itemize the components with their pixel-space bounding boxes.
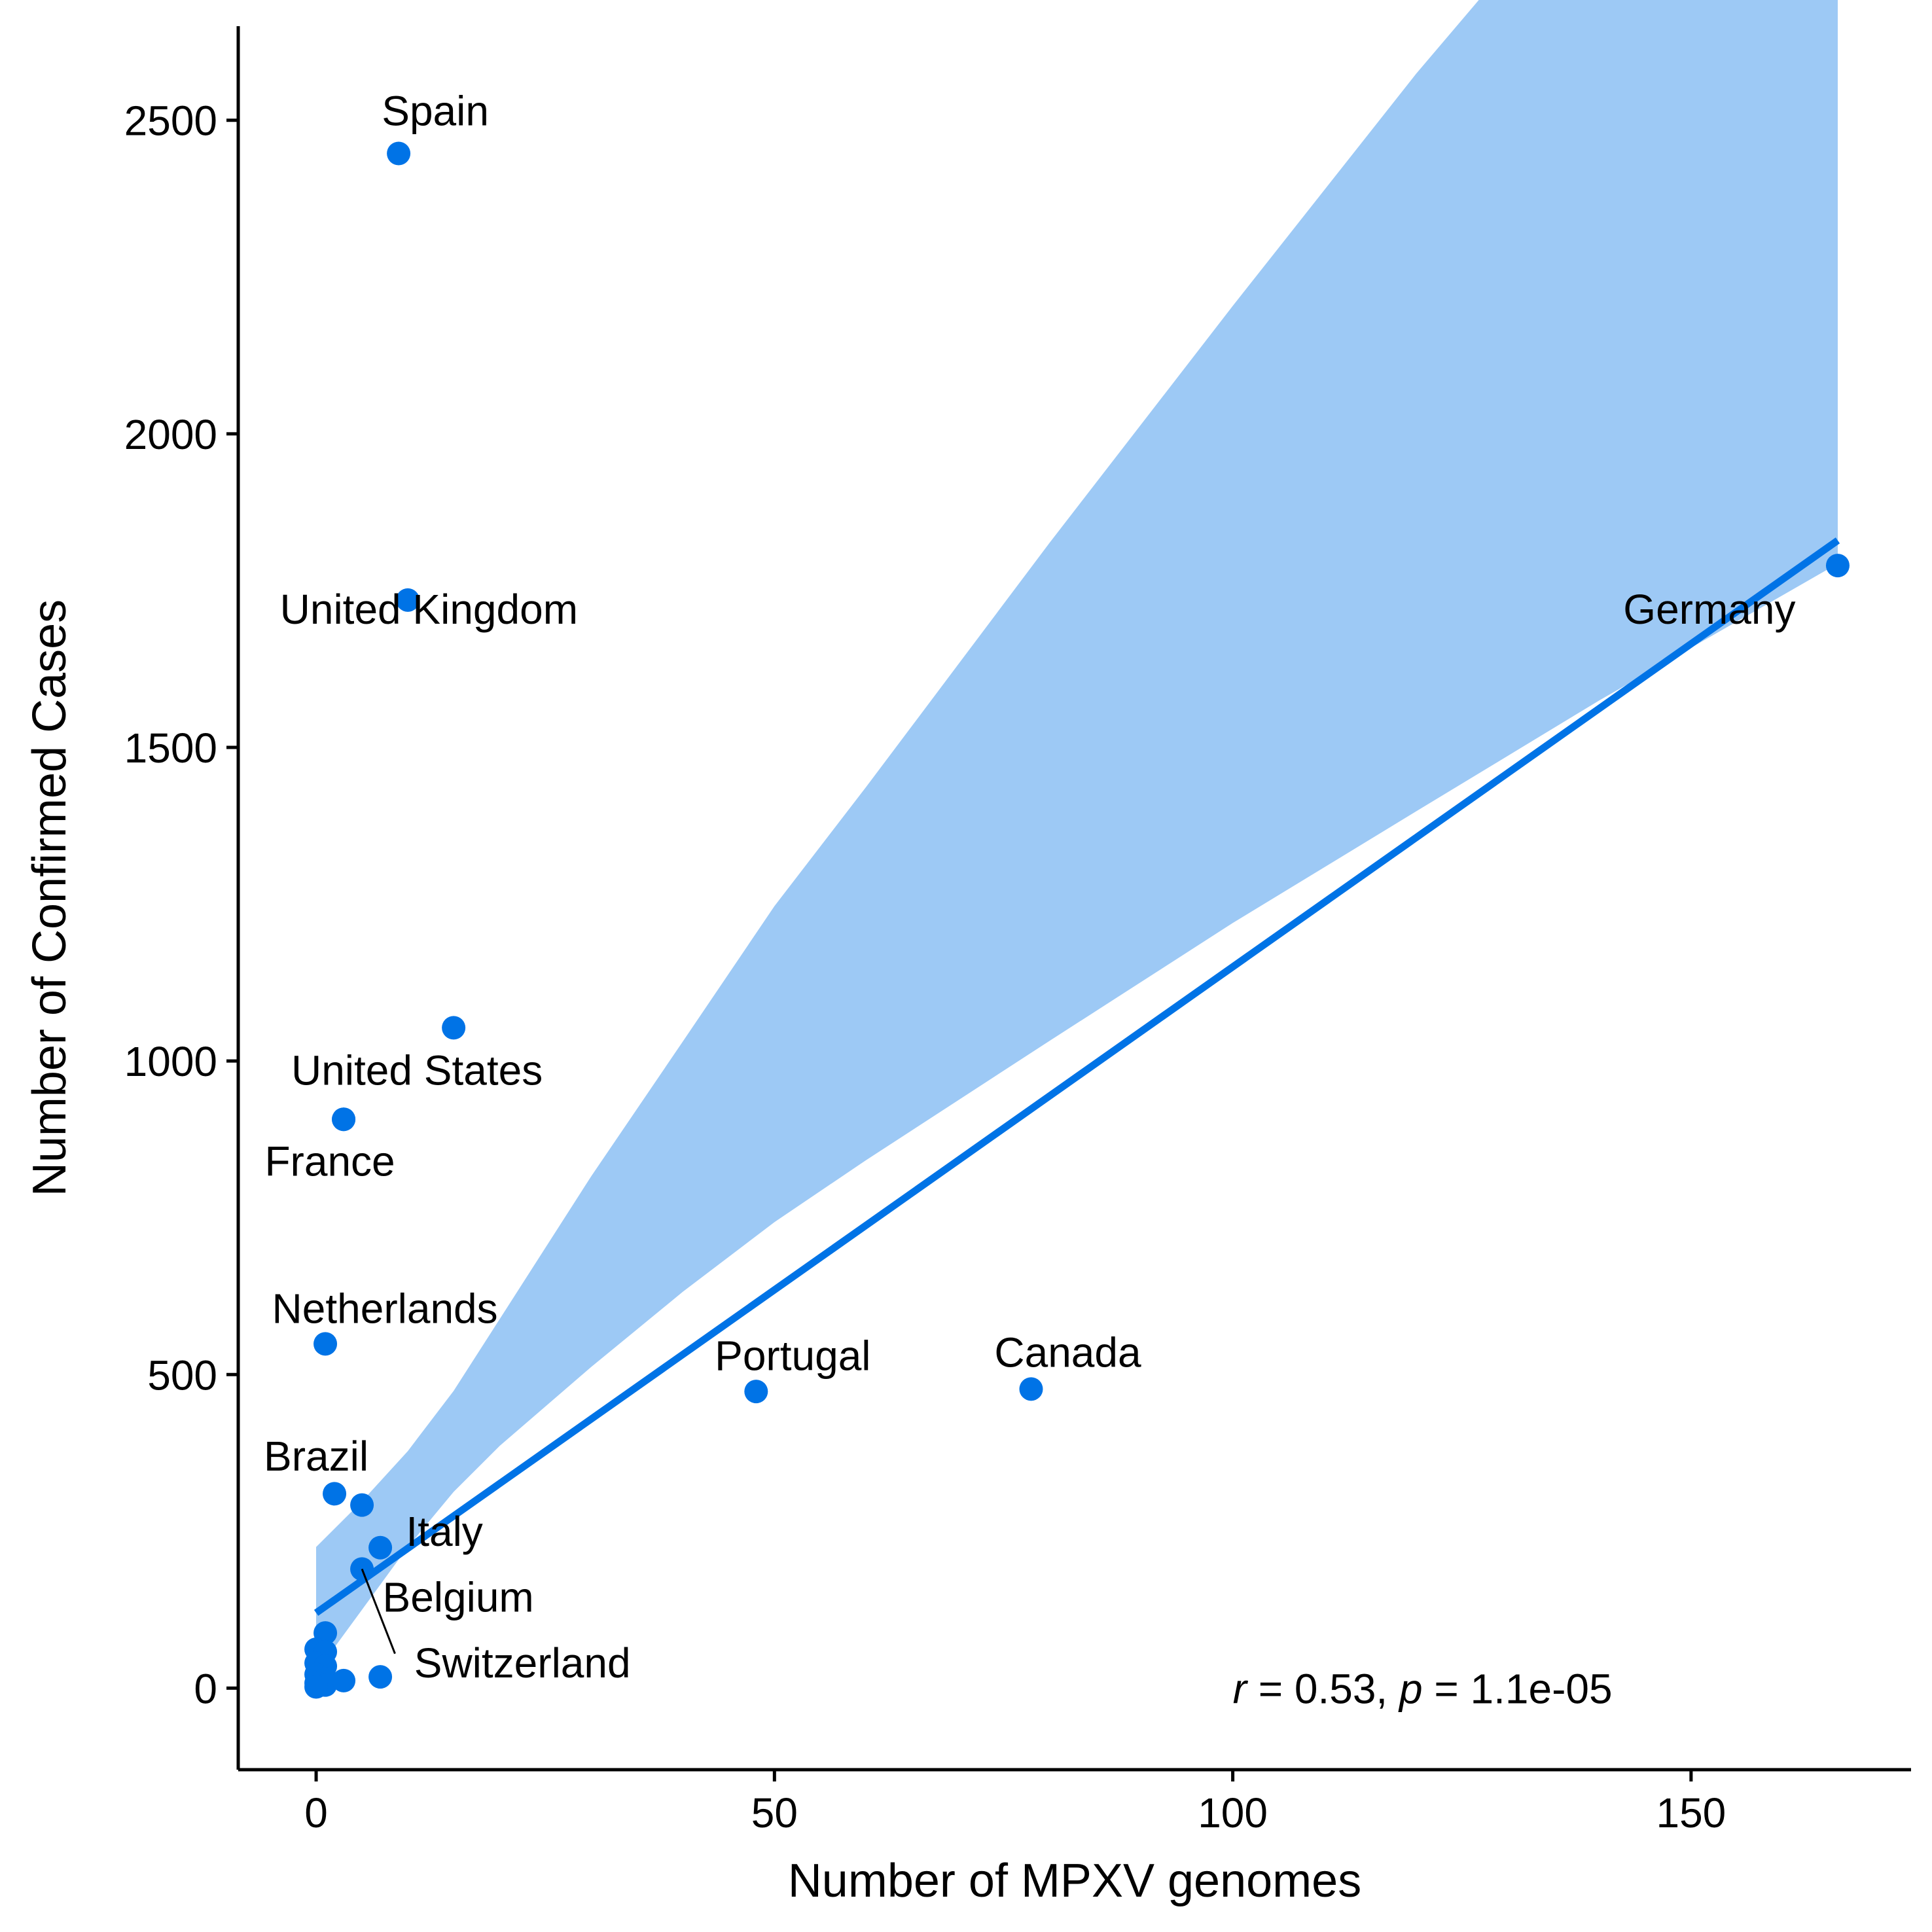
data-point — [1825, 554, 1850, 578]
data-point — [313, 1332, 338, 1356]
y-tick-label: 1500 — [124, 724, 217, 772]
data-point — [350, 1493, 374, 1517]
data-points-layer — [304, 141, 1850, 1699]
label-connector-line — [361, 1568, 396, 1655]
data-point — [304, 1675, 329, 1699]
point-label: France — [264, 1137, 395, 1185]
data-point — [368, 1665, 393, 1689]
confidence-band-layer — [316, 0, 1838, 1673]
x-tick-label: 100 — [1198, 1789, 1268, 1836]
regression-line — [313, 537, 1840, 1616]
correlation-annotation: r = 0.53, p = 1.1e-05 — [1233, 1665, 1613, 1712]
x-tick-label: 150 — [1656, 1789, 1726, 1836]
p-symbol: p — [1398, 1665, 1423, 1712]
point-label: Italy — [406, 1508, 482, 1555]
y-tick-label: 500 — [147, 1351, 217, 1399]
data-point — [323, 1482, 347, 1506]
x-tick-label: 0 — [304, 1789, 328, 1836]
x-tick-label: 50 — [751, 1789, 798, 1836]
r-value: = 0.53, — [1247, 1665, 1399, 1712]
p-value: = 1.1e-05 — [1423, 1665, 1613, 1712]
y-tick-label: 2500 — [124, 98, 217, 145]
data-point — [368, 1535, 393, 1560]
point-label: Canada — [994, 1329, 1141, 1376]
regression-line-layer — [313, 537, 1840, 1616]
data-point — [1019, 1377, 1043, 1401]
confidence-band — [316, 0, 1838, 1673]
data-point — [396, 588, 420, 612]
x-axis-title: Number of MPXV genomes — [788, 1855, 1361, 1907]
data-point — [744, 1380, 768, 1404]
data-point — [332, 1668, 356, 1692]
point-label: Germany — [1623, 586, 1795, 633]
point-labels-layer: Spain United Kingdom Germany United States F… — [264, 87, 1795, 1687]
y-tick-label: 2000 — [124, 411, 217, 458]
point-label: Portugal — [715, 1333, 870, 1380]
point-label: United States — [291, 1047, 543, 1094]
y-tick-label: 0 — [194, 1665, 217, 1712]
point-label: Belgium — [383, 1573, 534, 1620]
point-label: Brazil — [264, 1433, 368, 1480]
point-label: United Kingdom — [280, 586, 578, 633]
data-point — [387, 141, 411, 166]
point-label: Switzerland — [414, 1639, 631, 1687]
y-tick-label: 1000 — [124, 1038, 217, 1085]
point-label: Spain — [382, 87, 489, 134]
data-point — [332, 1107, 356, 1132]
r-symbol: r — [1233, 1665, 1249, 1712]
y-axis-title: Number of Confirmed Cases — [24, 599, 76, 1196]
point-label: Netherlands — [272, 1285, 498, 1333]
data-point — [442, 1016, 466, 1040]
